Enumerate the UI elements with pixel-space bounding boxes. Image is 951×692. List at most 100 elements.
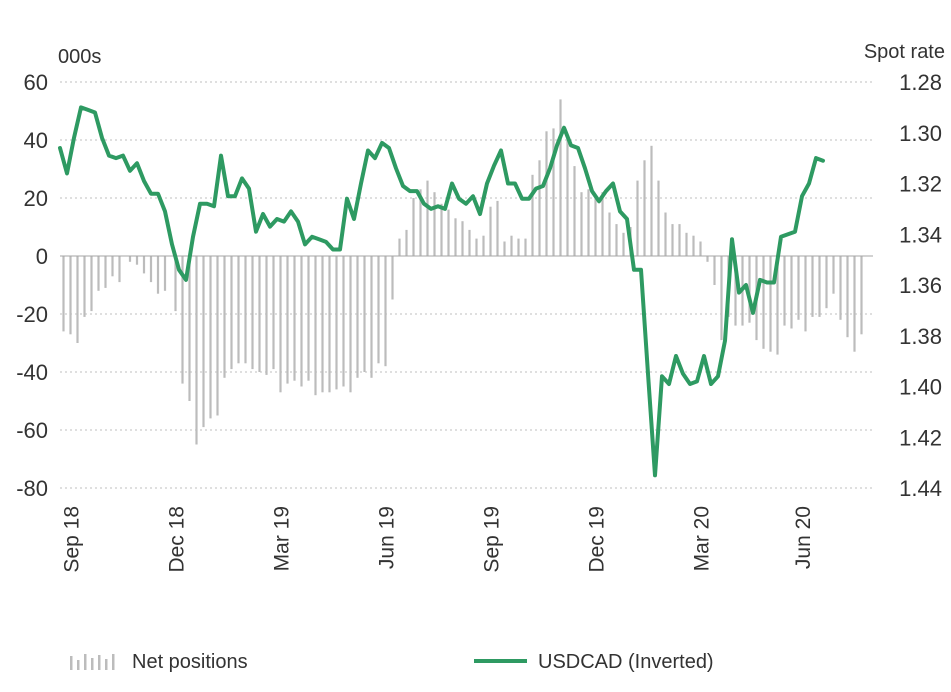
net-positions-bar <box>314 256 317 396</box>
legend-bar-mark <box>105 659 108 670</box>
right-axis-tick-label: 1.30 <box>899 121 942 146</box>
net-positions-bar <box>811 256 814 317</box>
legend-bar-mark <box>112 654 115 670</box>
x-axis-tick-label: Mar 20 <box>691 506 714 571</box>
net-positions-bar <box>776 256 779 355</box>
net-positions-bar <box>678 224 681 256</box>
x-axis-tick-label: Dec 18 <box>166 506 189 573</box>
right-axis-tick-label: 1.38 <box>899 324 942 349</box>
net-positions-bar <box>251 256 254 370</box>
net-positions-bar <box>657 180 660 256</box>
net-positions-bar <box>440 203 443 256</box>
net-positions-bar <box>300 256 303 387</box>
net-positions-bar <box>454 218 457 256</box>
net-positions-bar <box>531 174 534 256</box>
left-axis-tick-label: -40 <box>16 360 48 385</box>
x-axis-tick-label: Dec 19 <box>586 506 609 573</box>
net-positions-bar <box>538 160 541 256</box>
legend-bar-mark <box>91 658 94 670</box>
net-positions-bar <box>748 256 751 323</box>
net-positions-bar <box>559 99 562 257</box>
left-axis-tick-label: 40 <box>24 128 48 153</box>
net-positions-bar <box>496 200 499 256</box>
net-positions-bar <box>419 189 422 256</box>
net-positions-bar <box>230 256 233 370</box>
net-positions-bar <box>104 256 107 288</box>
net-positions-bar <box>69 256 72 335</box>
net-positions-bar <box>664 212 667 256</box>
right-axis-tick-label: 1.44 <box>899 476 942 501</box>
legend-net-positions-label: Net positions <box>132 651 248 673</box>
net-positions-bar <box>853 256 856 352</box>
net-positions-bar <box>202 256 205 428</box>
net-positions-bar <box>804 256 807 332</box>
net-positions-bar <box>342 256 345 387</box>
net-positions-bar <box>128 256 132 262</box>
legend-net-positions-swatch <box>70 654 115 670</box>
x-axis-tick-label: Jun 19 <box>376 506 399 569</box>
net-positions-bar <box>545 131 548 256</box>
net-positions-bar <box>426 180 429 256</box>
net-positions-bar <box>860 256 863 335</box>
net-positions-bar <box>216 256 219 416</box>
net-positions-bar <box>461 221 464 256</box>
legend: Net positions USDCAD (Inverted) <box>70 651 714 673</box>
net-positions-bar <box>97 256 100 291</box>
left-axis-tick-label: -20 <box>16 302 48 327</box>
net-positions-bar <box>356 256 359 378</box>
net-positions-bar <box>142 256 146 274</box>
net-positions-bar <box>174 256 177 312</box>
net-positions-bar <box>405 229 408 256</box>
x-axis-tick-label: Jun 20 <box>792 506 815 569</box>
net-positions-bar <box>783 256 786 326</box>
net-positions-bar <box>503 241 506 256</box>
net-positions-bar <box>307 256 310 381</box>
net-positions-bar <box>699 241 702 256</box>
net-positions-bar <box>643 160 646 256</box>
net-positions-bar <box>622 232 625 256</box>
net-positions-bar <box>608 212 611 256</box>
net-positions-bar <box>433 192 436 256</box>
net-positions-bar <box>328 256 331 393</box>
net-positions-bar <box>90 256 93 312</box>
net-positions-bar <box>62 256 65 332</box>
right-axis-tick-label: 1.28 <box>899 70 942 95</box>
x-axis-tick-label: Sep 19 <box>481 506 504 573</box>
net-positions-bar <box>839 256 842 320</box>
legend-bar-mark <box>70 656 73 670</box>
net-positions-bar <box>566 140 569 256</box>
legend-usdcad-label: USDCAD (Inverted) <box>538 651 714 673</box>
net-positions-bar <box>209 256 212 419</box>
net-positions-bar <box>321 256 324 393</box>
net-positions-bar <box>825 256 828 309</box>
net-positions-bar <box>391 256 394 300</box>
right-axis-tick-label: 1.42 <box>899 425 942 450</box>
left-axis-tick-label: 0 <box>36 244 48 269</box>
net-positions-bar <box>156 256 160 294</box>
net-positions-bar <box>552 128 555 256</box>
right-axis-unit-label: Spot rate <box>864 41 945 63</box>
net-positions-bar <box>188 256 191 401</box>
net-positions-bar <box>832 256 835 294</box>
net-positions-bar <box>384 256 387 367</box>
legend-bar-mark <box>84 654 87 670</box>
net-positions-bar <box>363 256 366 372</box>
net-positions-bar <box>769 256 772 352</box>
net-positions-bar <box>594 195 597 256</box>
net-positions-bar <box>720 256 723 341</box>
net-positions-bar <box>118 256 121 283</box>
usdcad-inverted-line <box>58 105 825 478</box>
net-positions-bar <box>377 256 380 364</box>
net-positions-bar <box>615 224 618 256</box>
net-positions-bar <box>713 256 716 285</box>
legend-bar-mark <box>98 655 101 670</box>
net-positions-bar <box>734 256 737 326</box>
net-positions-bar <box>650 145 653 256</box>
right-axis-tick-label: 1.40 <box>899 375 942 400</box>
net-positions-bar <box>524 238 527 256</box>
net-positions-bar <box>818 256 821 317</box>
net-positions-bar <box>265 256 268 375</box>
left-axis-tick-label: 20 <box>24 186 48 211</box>
left-axis-tick-label: -80 <box>16 476 48 501</box>
